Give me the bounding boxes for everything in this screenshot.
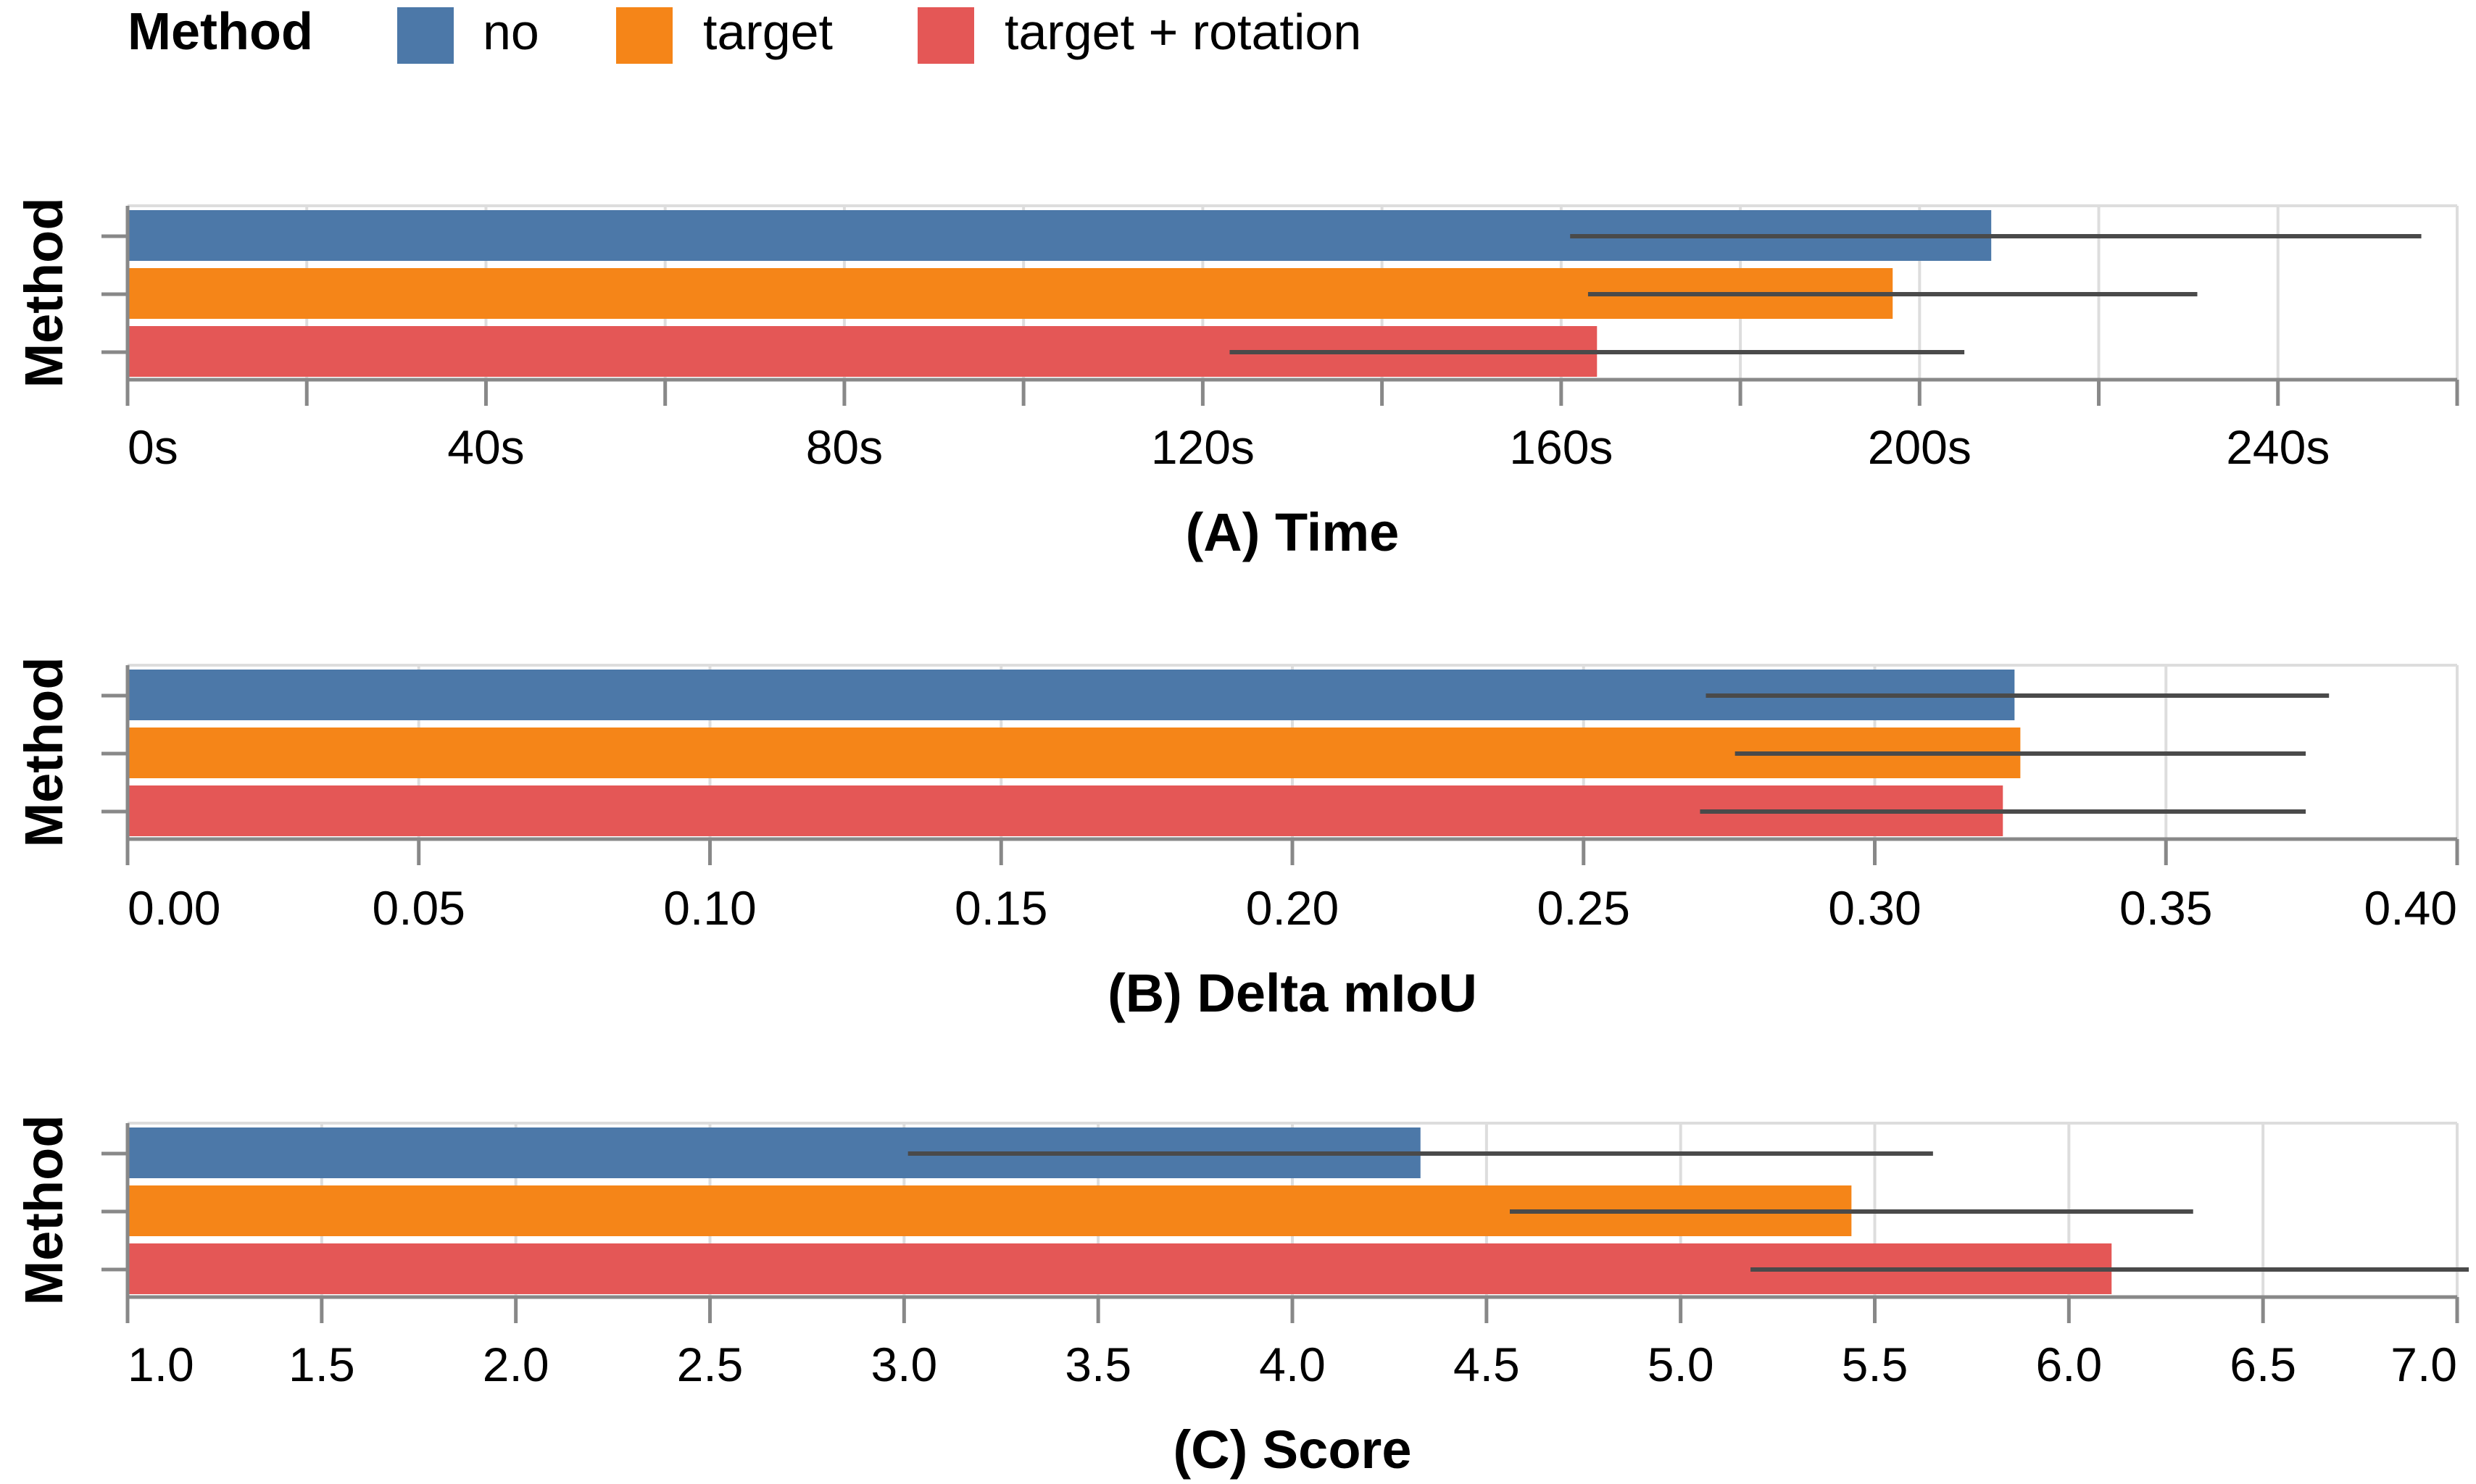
x-tick-label: 0.10 xyxy=(663,881,756,935)
x-tick-label: 0.00 xyxy=(128,881,220,935)
chart-panels: 0s 40s 80s 120s 160s 200s 240s(A) TimeMethod0.… xyxy=(14,197,2469,1480)
bar-target xyxy=(128,728,2021,778)
x-tick-label: 1.5 xyxy=(288,1338,355,1391)
x-tick-label: 2.5 xyxy=(677,1338,744,1391)
x-tick-label: 160s xyxy=(1509,420,1613,474)
y-axis-title: Method xyxy=(14,197,74,388)
legend-swatch-no xyxy=(397,7,454,64)
x-tick-label: 4.0 xyxy=(1259,1338,1326,1391)
x-tick-label: 80s xyxy=(806,420,883,474)
legend-title: Method xyxy=(128,3,313,61)
x-tick-label: 6.5 xyxy=(2230,1338,2296,1391)
x-tick-label: 7.0 xyxy=(2390,1338,2457,1391)
x-tick-label: 5.5 xyxy=(1842,1338,1908,1391)
x-tick-label: 240s xyxy=(2226,420,2330,474)
legend-swatch-target xyxy=(616,7,673,64)
x-tick-label: 0.25 xyxy=(1537,881,1630,935)
bar-target-rotation xyxy=(128,785,2003,836)
x-tick-label: 0.20 xyxy=(1246,881,1339,935)
legend-label-target-rotation: target + rotation xyxy=(1005,4,1361,60)
legend-label-target: target xyxy=(703,4,833,60)
x-axis-title: (A) Time xyxy=(1186,502,1400,562)
x-tick-label: 3.0 xyxy=(871,1338,937,1391)
x-tick-label: 6.0 xyxy=(2035,1338,2102,1391)
x-tick-label: 1.0 xyxy=(128,1338,194,1391)
x-tick-label: 120s xyxy=(1151,420,1255,474)
x-tick-label: 3.5 xyxy=(1065,1338,1131,1391)
x-tick-label: 0.30 xyxy=(1828,881,1921,935)
x-tick-label: 5.0 xyxy=(1648,1338,1714,1391)
x-axis-title: (B) Delta mIoU xyxy=(1108,963,1477,1023)
x-tick-label: 40s xyxy=(447,420,524,474)
x-axis-title: (C) Score xyxy=(1173,1420,1412,1480)
x-tick-label: 0.35 xyxy=(2119,881,2212,935)
x-tick-label: 0.40 xyxy=(2364,881,2457,935)
y-axis-title: Method xyxy=(14,1114,74,1305)
x-tick-label: 200s xyxy=(1868,420,1972,474)
x-tick-label: 0.15 xyxy=(955,881,1047,935)
panel-1: 0s 40s 80s 120s 160s 200s 240s (A) Time Method xyxy=(14,197,2459,562)
panel-3: 1.0 1.5 2.0 2.5 3.0 3.5 4.0 4.5 5.0 5.5 6.0 6.5 7.0 (… xyxy=(14,1114,2469,1480)
x-tick-label: 2.0 xyxy=(483,1338,549,1391)
y-axis-title: Method xyxy=(14,656,74,847)
legend-label-no: no xyxy=(483,4,539,60)
legend: Method no target target + rotation xyxy=(128,3,1361,64)
x-tick-label: 4.5 xyxy=(1453,1338,1520,1391)
legend-swatch-target-rotation xyxy=(918,7,974,64)
x-tick-label: 0.05 xyxy=(373,881,465,935)
bar-no xyxy=(128,670,2015,720)
x-tick-label: 0s xyxy=(128,420,178,474)
panel-2: 0.00 0.05 0.10 0.15 0.20 0.25 0.30 0.35 0.40 (B) … xyxy=(14,656,2459,1023)
